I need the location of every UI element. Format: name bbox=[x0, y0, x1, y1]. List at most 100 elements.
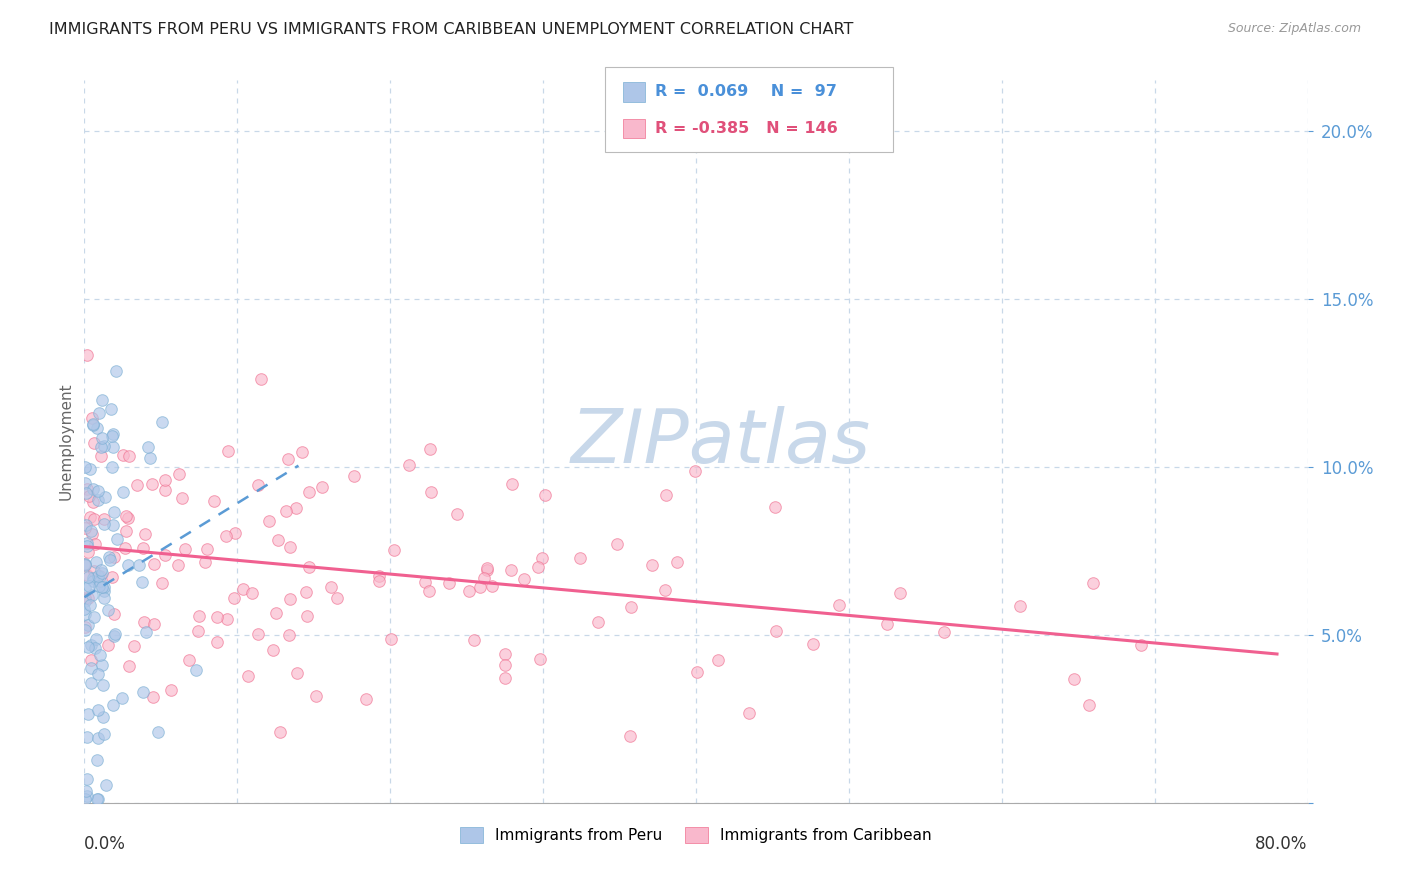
Point bbox=[932, 624, 955, 639]
Point bbox=[87, 493, 110, 508]
Point bbox=[73, 581, 96, 595]
Point bbox=[588, 615, 610, 629]
Point bbox=[83, 609, 105, 624]
Point bbox=[73, 558, 96, 572]
Point bbox=[80, 675, 103, 690]
Point bbox=[73, 476, 96, 491]
Point bbox=[215, 612, 238, 626]
Point bbox=[501, 476, 523, 491]
Point bbox=[202, 494, 225, 508]
Point bbox=[368, 574, 391, 588]
Point bbox=[84, 632, 107, 647]
Point bbox=[90, 562, 112, 576]
Point bbox=[207, 635, 229, 649]
Text: 0.0%: 0.0% bbox=[84, 835, 127, 854]
Point bbox=[222, 591, 245, 605]
Text: R = -0.385   N = 146: R = -0.385 N = 146 bbox=[655, 121, 838, 136]
Point bbox=[73, 792, 96, 806]
Point bbox=[118, 658, 141, 673]
Point bbox=[86, 792, 108, 806]
Point bbox=[93, 516, 115, 531]
Point bbox=[73, 521, 96, 535]
Point bbox=[89, 648, 111, 662]
Point bbox=[79, 461, 101, 475]
Point bbox=[117, 449, 139, 463]
Point bbox=[111, 691, 134, 706]
Point bbox=[224, 526, 246, 541]
Point bbox=[619, 729, 641, 743]
Point bbox=[76, 730, 98, 744]
Point bbox=[246, 478, 269, 492]
Point bbox=[76, 618, 98, 632]
Point bbox=[367, 569, 389, 583]
Point bbox=[267, 533, 290, 548]
Point bbox=[103, 505, 125, 519]
Point bbox=[83, 564, 105, 578]
Point bbox=[76, 789, 98, 804]
Point bbox=[246, 627, 269, 641]
Point bbox=[132, 615, 155, 629]
Point bbox=[1077, 698, 1099, 712]
Point bbox=[93, 439, 115, 453]
Point bbox=[94, 778, 117, 792]
Point bbox=[1130, 638, 1153, 652]
Point bbox=[103, 517, 125, 532]
Point bbox=[321, 580, 343, 594]
Point bbox=[763, 500, 786, 514]
Text: Source: ZipAtlas.com: Source: ZipAtlas.com bbox=[1227, 22, 1361, 36]
Point bbox=[93, 727, 115, 741]
Point bbox=[620, 600, 643, 615]
Point bbox=[73, 460, 96, 475]
Point bbox=[655, 488, 678, 502]
Point bbox=[98, 550, 121, 565]
Point bbox=[75, 624, 97, 638]
Point bbox=[606, 537, 628, 551]
Point bbox=[131, 574, 153, 589]
Point bbox=[765, 624, 787, 639]
Y-axis label: Unemployment: Unemployment bbox=[58, 383, 73, 500]
Text: IMMIGRANTS FROM PERU VS IMMIGRANTS FROM CARIBBEAN UNEMPLOYMENT CORRELATION CHART: IMMIGRANTS FROM PERU VS IMMIGRANTS FROM … bbox=[49, 22, 853, 37]
Point bbox=[238, 669, 260, 683]
Point bbox=[494, 658, 516, 673]
Point bbox=[257, 514, 280, 528]
Point bbox=[103, 698, 125, 712]
Point bbox=[876, 617, 898, 632]
Point bbox=[115, 524, 138, 538]
Point bbox=[90, 440, 112, 454]
Point bbox=[87, 579, 110, 593]
Point bbox=[91, 566, 114, 581]
Point bbox=[150, 576, 173, 591]
Point bbox=[93, 584, 115, 599]
Point bbox=[77, 570, 100, 584]
Point bbox=[298, 484, 321, 499]
Point bbox=[1081, 576, 1104, 591]
Point bbox=[82, 527, 104, 541]
Point bbox=[75, 591, 97, 606]
Point bbox=[91, 431, 114, 445]
Point bbox=[277, 452, 299, 467]
Point bbox=[463, 633, 485, 648]
Point bbox=[93, 709, 115, 723]
Point bbox=[274, 504, 297, 518]
Point bbox=[494, 647, 516, 661]
Point bbox=[79, 653, 101, 667]
Point bbox=[89, 569, 111, 583]
Point bbox=[569, 550, 592, 565]
Point bbox=[291, 445, 314, 459]
Point bbox=[82, 574, 104, 588]
Point bbox=[135, 624, 157, 639]
Point bbox=[153, 483, 176, 497]
Point bbox=[84, 641, 107, 656]
Point bbox=[103, 627, 125, 641]
Point bbox=[475, 561, 498, 575]
Point bbox=[87, 731, 110, 745]
Point bbox=[93, 580, 115, 594]
Point bbox=[150, 415, 173, 429]
Point bbox=[97, 638, 120, 652]
Point bbox=[101, 570, 124, 584]
Point bbox=[475, 562, 498, 576]
Point bbox=[294, 585, 316, 599]
Point bbox=[153, 548, 176, 562]
Point bbox=[419, 484, 441, 499]
Point bbox=[138, 451, 160, 466]
